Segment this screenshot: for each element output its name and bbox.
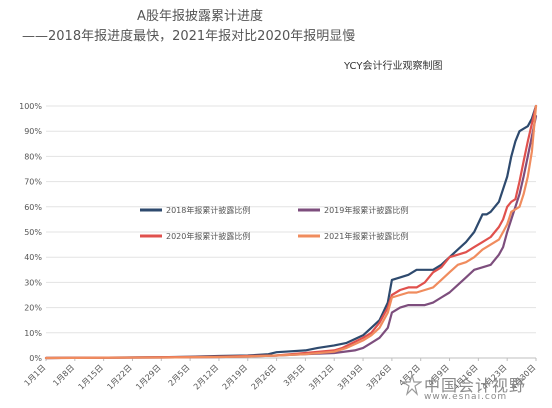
series-line-2 <box>44 114 538 360</box>
x-tick-label: 3月5日 <box>282 363 307 388</box>
x-tick-label: 2月19日 <box>221 363 249 391</box>
y-tick-label: 60% <box>24 203 42 212</box>
y-tick-label: 40% <box>24 253 42 262</box>
x-tick-label: 3月12日 <box>307 363 335 391</box>
legend-label: 2018年报累计披露比例 <box>166 205 250 215</box>
y-axis: 0% 10% 20% 30% 40% 50% 60% 70% 80% 90% 100% <box>19 102 42 363</box>
chart-subtitle: ——2018年报进度最快，2021年报对比2020年报明显慢 <box>22 29 356 44</box>
x-tick-label: 1月22日 <box>105 363 133 391</box>
y-tick-label: 30% <box>24 278 42 287</box>
y-tick-label: 0% <box>29 354 42 363</box>
watermark: 中国会计视野 www.esnai.com <box>402 372 550 406</box>
watermark-url: www.esnai.com <box>424 392 508 402</box>
series-line-1 <box>44 104 538 360</box>
legend-label: 2020年报累计披露比例 <box>166 231 250 241</box>
x-tick-label: 1月15日 <box>77 363 105 391</box>
legend-label: 2019年报累计披露比例 <box>324 205 408 215</box>
x-tick-label: 1月1日 <box>23 363 48 388</box>
y-tick-label: 20% <box>24 304 42 313</box>
x-tick-label: 3月26日 <box>365 363 393 391</box>
chart-title: A股年报披露累计进度 <box>137 9 263 24</box>
series-line-4 <box>44 104 538 360</box>
legend-label: 2021年报累计披露比例 <box>324 231 408 241</box>
legend: 2018年报累计披露比例 2019年报累计披露比例 2020年报累计披露比例 2021… <box>140 205 408 241</box>
x-tick-label: 1月8日 <box>51 363 76 388</box>
y-tick-label: 10% <box>24 329 42 338</box>
y-tick-label: 70% <box>24 178 42 187</box>
x-tick-label: 3月19日 <box>336 363 364 391</box>
watermark-title: 中国会计视野 <box>424 376 527 395</box>
x-tick-label: 2月26日 <box>250 363 278 391</box>
chart-source: YCY会计行业观察制图 <box>344 61 443 72</box>
series-lines <box>44 104 538 360</box>
y-tick-label: 50% <box>24 228 42 237</box>
x-tick-label: 2月12日 <box>192 363 220 391</box>
y-tick-label: 80% <box>24 152 42 161</box>
y-tick-label: 90% <box>24 127 42 136</box>
esnai-logo-icon <box>402 374 422 396</box>
x-tick-label: 2月5日 <box>167 363 192 388</box>
grid-lines <box>46 105 536 359</box>
y-tick-label: 100% <box>19 102 42 111</box>
x-tick-label: 1月29日 <box>134 363 162 391</box>
